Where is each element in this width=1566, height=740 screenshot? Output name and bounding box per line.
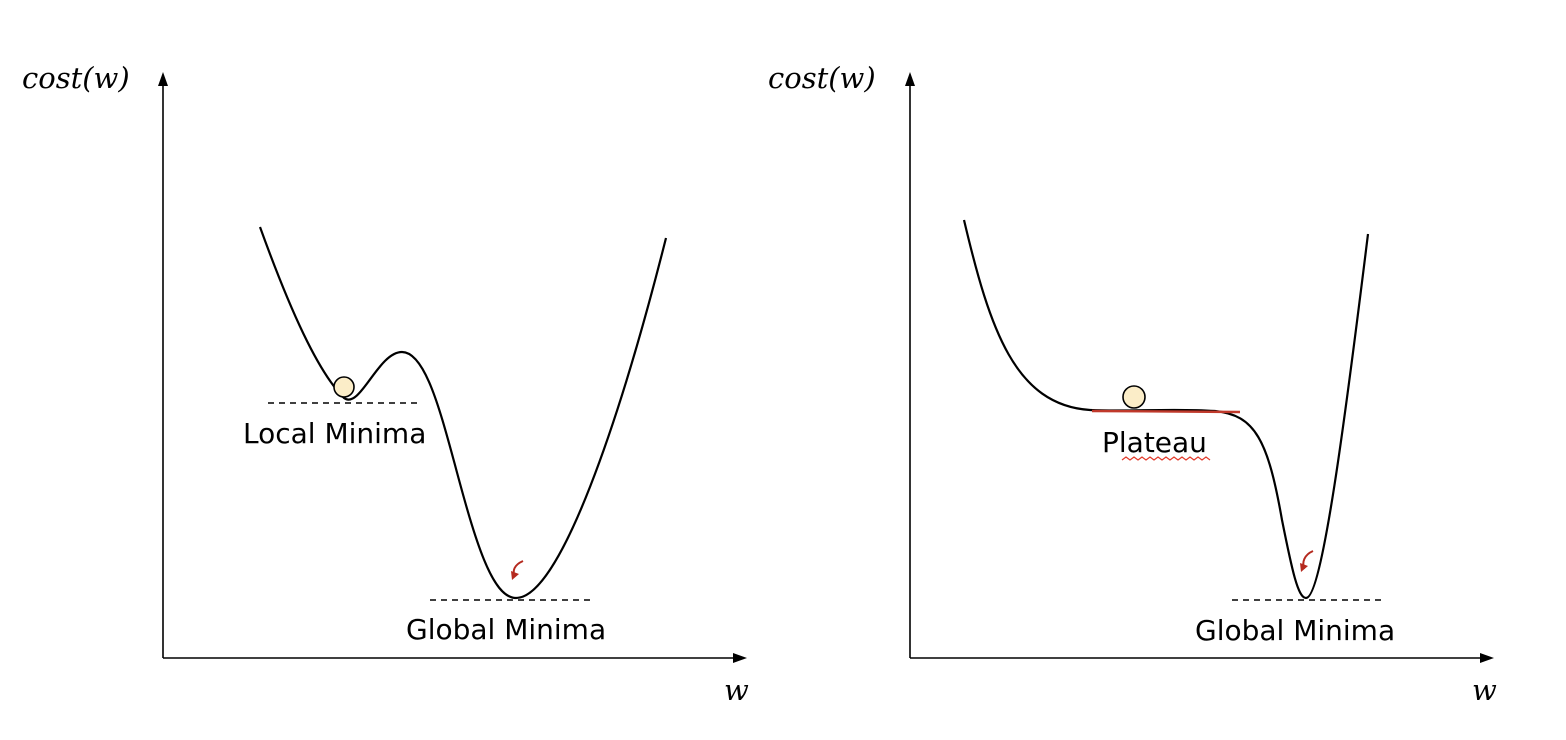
left-x-axis-arrow-icon (733, 653, 747, 663)
left-global-minima-label: Global Minima (406, 613, 606, 646)
left-y-axis-label: cost(w) (22, 61, 130, 95)
panel-local-minima: cost(w) w Local Minima Global Minima (22, 61, 749, 707)
right-x-axis-arrow-icon (1480, 653, 1494, 663)
left-descent-arrow-head-icon (511, 571, 519, 580)
left-y-axis-arrow-icon (158, 72, 168, 86)
right-x-axis-label: w (1472, 673, 1497, 707)
panel-plateau: cost(w) w Plateau Global Minima (768, 61, 1497, 707)
right-plateau-line (1091, 409, 1241, 414)
right-spellcheck-squiggle (1121, 456, 1211, 461)
right-ball (1122, 385, 1146, 409)
right-descent-arrow-head-icon (1300, 563, 1308, 572)
right-y-axis-arrow-icon (905, 72, 915, 86)
left-ball (333, 376, 355, 398)
left-x-axis-label: w (724, 673, 749, 707)
right-global-minima-label: Global Minima (1195, 614, 1395, 647)
right-y-axis-label: cost(w) (768, 61, 876, 95)
right-plateau-label: Plateau (1102, 426, 1207, 459)
left-local-minima-label: Local Minima (243, 417, 426, 450)
left-cost-curve (258, 226, 668, 600)
right-cost-curve (962, 219, 1370, 600)
